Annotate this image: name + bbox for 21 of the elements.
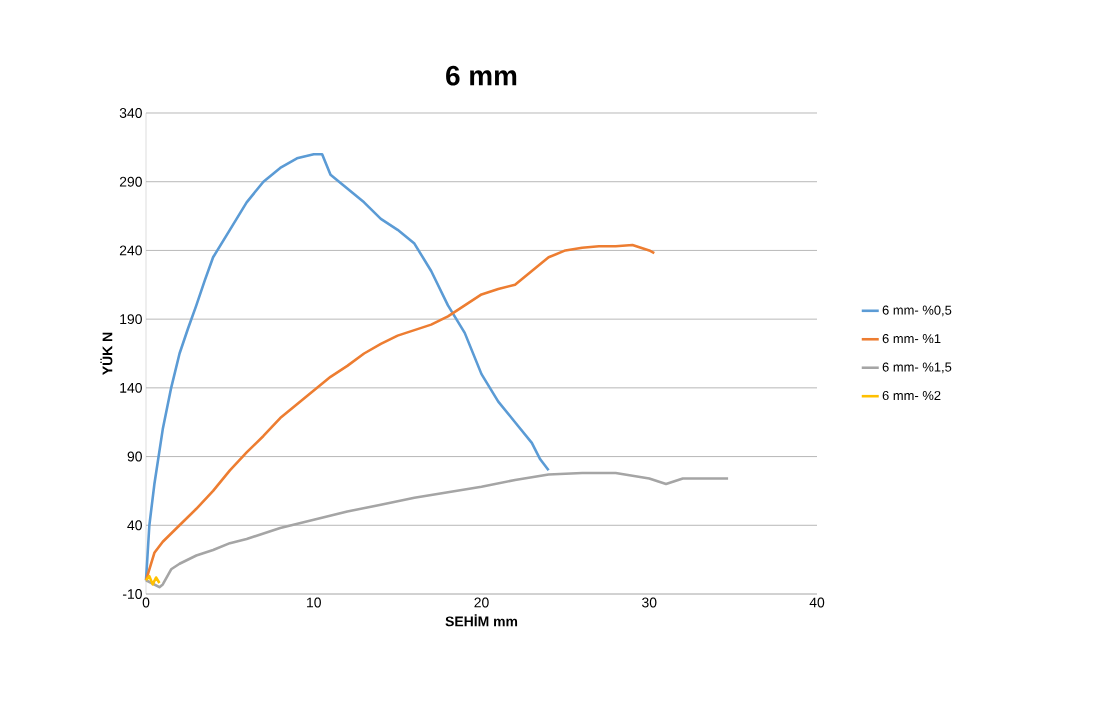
line-series	[144, 574, 161, 586]
y-tick-label: 340	[119, 108, 142, 118]
y-tick-label: 90	[127, 451, 142, 462]
y-tick-label: 290	[119, 176, 142, 187]
x-axis-title: SEHİM mm	[445, 614, 518, 627]
y-axis-title: YÜK N	[100, 332, 113, 375]
y-tick-label: 140	[120, 382, 142, 393]
x-tick-label: 40	[809, 597, 825, 608]
legend-label: 6 mm- %0,5	[882, 305, 952, 317]
y-tick-label: 40	[127, 520, 142, 531]
y-tick-label: -10	[122, 589, 142, 599]
x-tick-label: 20	[474, 597, 489, 608]
x-tick-label: 30	[642, 597, 657, 608]
legend-label: 6 mm- %2	[882, 390, 941, 401]
x-tick-label: 0	[142, 597, 150, 608]
y-tick-label: 190	[120, 314, 142, 325]
y-tick-label: 240	[119, 245, 142, 256]
x-tick-label: 10	[307, 597, 321, 608]
legend-label: 6 mm- %1,5	[882, 362, 952, 374]
legend-label: 6 mm- %1	[882, 333, 941, 344]
chart-title: 6 mm	[446, 65, 517, 86]
